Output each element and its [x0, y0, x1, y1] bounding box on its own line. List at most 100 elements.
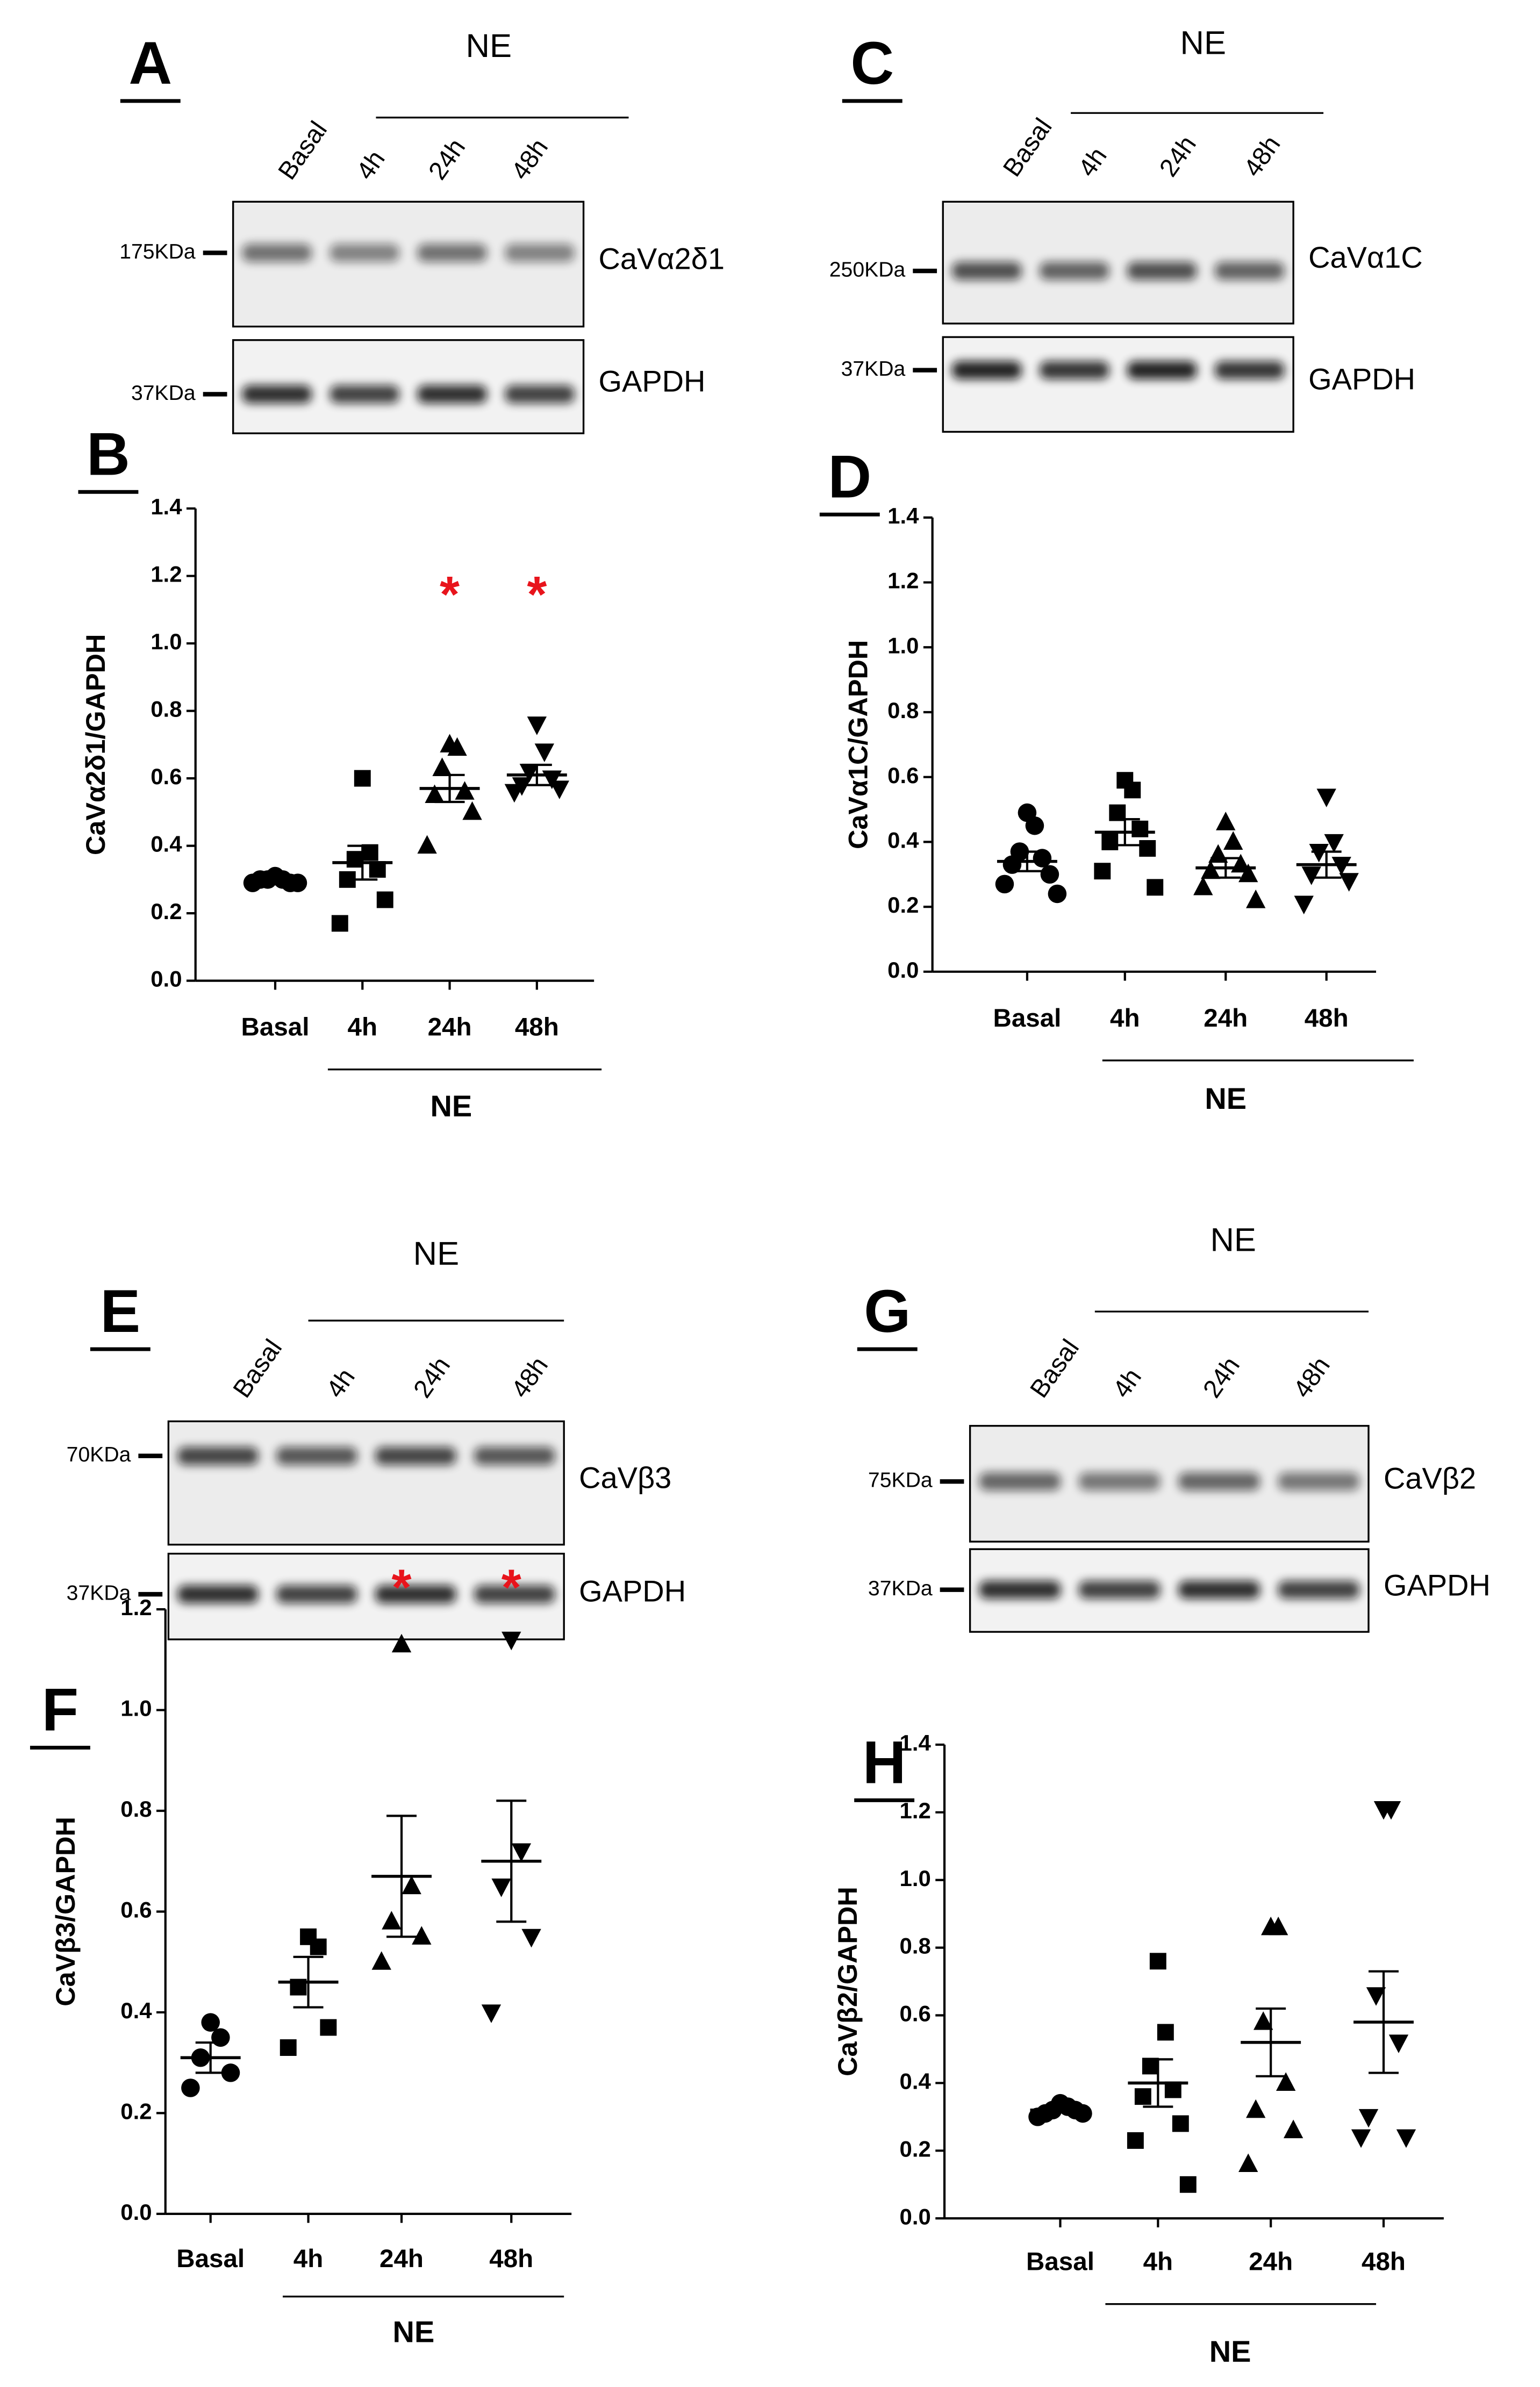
- y-axis-label: CaVβ3/GAPDH: [50, 1817, 81, 2006]
- data-point: [346, 851, 363, 868]
- data-point: [1193, 876, 1213, 895]
- data-point: [1316, 789, 1336, 807]
- group-label: NE: [430, 1089, 472, 1123]
- mw-marker-label: 250KDa: [829, 258, 906, 281]
- group-label: NE: [413, 1235, 460, 1272]
- lane-label: Basal: [1025, 1334, 1085, 1403]
- sem-error-bar: [496, 1800, 527, 1923]
- blot-band: [330, 243, 399, 262]
- sem-error-bar: [347, 844, 378, 881]
- y-tick-label: 0.6: [887, 763, 919, 788]
- data-point: [1238, 2153, 1258, 2173]
- y-tick-label: 0.2: [151, 899, 182, 924]
- data-point: [376, 891, 393, 908]
- lane-label: 24h: [1154, 131, 1202, 182]
- data-point: [1142, 2058, 1159, 2075]
- blot-band: [1040, 361, 1109, 379]
- blot-band: [474, 1446, 555, 1465]
- x-tick-label: Basal: [176, 2245, 245, 2273]
- x-tick-label: 4h: [293, 2245, 324, 2273]
- x-tick-label: 24h: [428, 1013, 472, 1042]
- data-point: [280, 2039, 297, 2056]
- data-point: [502, 1631, 521, 1651]
- y-tick-label: 1.4: [887, 503, 919, 528]
- data-point: [519, 763, 540, 783]
- data-point: [1351, 2129, 1371, 2148]
- mw-marker-label: 37KDa: [868, 1577, 933, 1600]
- mw-marker-label: 37KDa: [67, 1581, 131, 1604]
- blot-band: [952, 262, 1022, 280]
- y-tick-label: 1.0: [887, 633, 919, 658]
- blot-band: [375, 1446, 456, 1465]
- data-point: [1134, 2088, 1151, 2105]
- mw-marker-label: 37KDa: [841, 357, 906, 381]
- data-point: [1276, 2072, 1296, 2091]
- y-axis-label: CaVβ2/GAPDH: [832, 1887, 863, 2076]
- data-point: [371, 1951, 391, 1970]
- mw-marker-label: 37KDa: [131, 382, 196, 405]
- blot-band: [242, 243, 312, 262]
- blot-band: [1040, 262, 1109, 280]
- protein-label: CaVα1C: [1308, 240, 1423, 274]
- y-axis-label: CaVα2δ1/GAPDH: [80, 634, 111, 855]
- data-point: [1201, 860, 1221, 879]
- blot-band: [1078, 1472, 1161, 1491]
- data-point: [1223, 831, 1243, 850]
- y-tick-label: 0.2: [900, 2136, 931, 2161]
- lane-label: 48h: [1238, 131, 1286, 182]
- blot-band: [979, 1472, 1061, 1491]
- y-tick-label: 0.4: [900, 2069, 932, 2094]
- x-tick-label: 24h: [1204, 1004, 1248, 1033]
- lane-label: 48h: [506, 1352, 554, 1403]
- lane-label: 4h: [321, 1364, 361, 1403]
- data-point: [1309, 843, 1329, 863]
- data-point: [412, 1926, 432, 1945]
- y-tick-label: 0.2: [120, 2098, 152, 2124]
- data-point: [1157, 2024, 1174, 2041]
- lane-label: 48h: [506, 134, 554, 185]
- protein-label: GAPDH: [1384, 1568, 1491, 1602]
- data-point: [354, 770, 371, 787]
- y-tick-label: 0.8: [120, 1796, 152, 1822]
- protein-label: GAPDH: [579, 1574, 686, 1608]
- group-label: NE: [1209, 2334, 1251, 2368]
- data-point: [1124, 782, 1141, 799]
- data-point: [1388, 2034, 1409, 2053]
- blot-band: [474, 1585, 555, 1603]
- data-point: [995, 874, 1014, 894]
- y-tick-label: 0.0: [151, 966, 182, 992]
- panel-letter: H: [863, 1729, 906, 1796]
- blot-band: [1127, 361, 1197, 379]
- y-tick-label: 1.2: [900, 1798, 931, 1823]
- blot-band: [1178, 1580, 1260, 1599]
- data-point: [504, 784, 525, 803]
- data-point: [1131, 820, 1149, 837]
- y-tick-label: 0.8: [900, 1933, 931, 1959]
- x-tick-label: Basal: [241, 1013, 310, 1042]
- significance-star: *: [440, 566, 460, 623]
- data-point: [320, 2019, 337, 2036]
- data-point: [1324, 834, 1344, 853]
- y-tick-label: 0.4: [887, 827, 919, 852]
- data-point: [1301, 866, 1321, 885]
- sem-error-bar: [260, 877, 290, 883]
- data-point: [447, 737, 467, 756]
- y-tick-label: 1.2: [120, 1595, 152, 1620]
- panel-letter: D: [828, 443, 871, 510]
- x-tick-label: 24h: [1249, 2248, 1293, 2276]
- sem-error-bar: [1369, 1970, 1399, 2074]
- blot-band: [979, 1580, 1061, 1599]
- data-point: [491, 1879, 511, 1897]
- protein-label: GAPDH: [1308, 362, 1415, 396]
- blot-band: [330, 385, 399, 404]
- sem-error-bar: [434, 773, 465, 804]
- blot-band: [177, 1446, 259, 1465]
- x-tick-label: 4h: [1110, 1004, 1140, 1033]
- sem-error-bar: [1109, 818, 1140, 847]
- group-label: NE: [1210, 1222, 1256, 1259]
- blot-membrane: [167, 1420, 565, 1546]
- x-tick-label: 48h: [1305, 1004, 1349, 1033]
- data-point: [432, 757, 452, 776]
- x-tick-label: 48h: [1362, 2248, 1406, 2276]
